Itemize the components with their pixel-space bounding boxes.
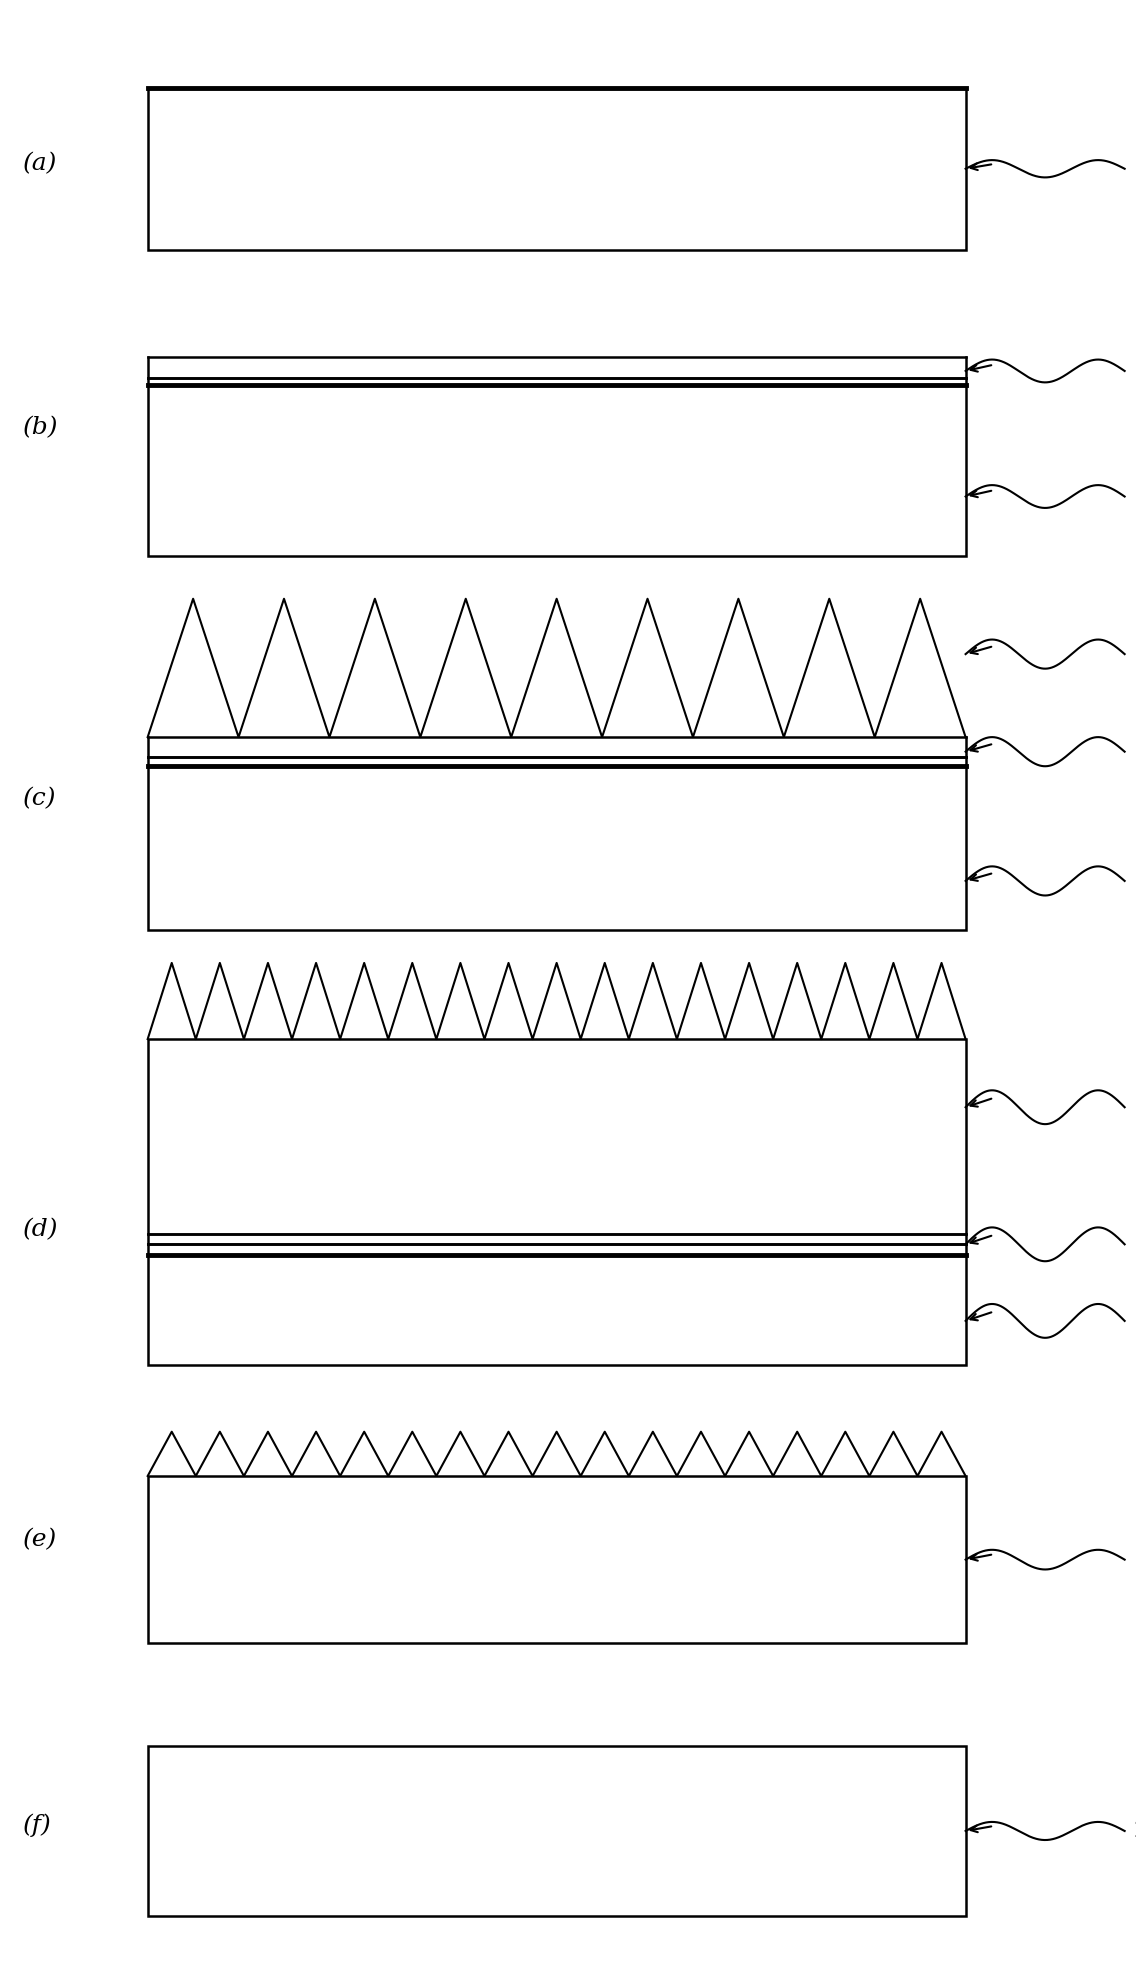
Text: 11: 11 — [1134, 1311, 1136, 1330]
Bar — [148, 386, 966, 557]
Text: 12: 12 — [1134, 1234, 1136, 1254]
Text: 14: 14 — [1134, 1549, 1136, 1570]
Text: 11: 11 — [1134, 872, 1136, 892]
Text: 13: 13 — [1134, 644, 1136, 663]
Text: (f): (f) — [23, 1814, 51, 1836]
Bar — [148, 1256, 966, 1366]
Text: 14: 14 — [1134, 1098, 1136, 1118]
Text: 12: 12 — [1134, 360, 1136, 382]
Text: 11: 11 — [1134, 486, 1136, 506]
Bar — [148, 766, 966, 931]
Text: (b): (b) — [23, 417, 58, 439]
Text: 20: 20 — [1134, 1820, 1136, 1840]
Text: (e): (e) — [23, 1529, 57, 1551]
Bar — [148, 1039, 966, 1234]
Text: (d): (d) — [23, 1218, 58, 1242]
Text: 11: 11 — [1134, 159, 1136, 179]
Bar — [148, 87, 966, 250]
Text: (c): (c) — [23, 787, 56, 811]
Text: 12: 12 — [1134, 742, 1136, 762]
Text: (a): (a) — [23, 152, 57, 175]
Bar — [148, 1746, 966, 1917]
Bar — [148, 1476, 966, 1643]
